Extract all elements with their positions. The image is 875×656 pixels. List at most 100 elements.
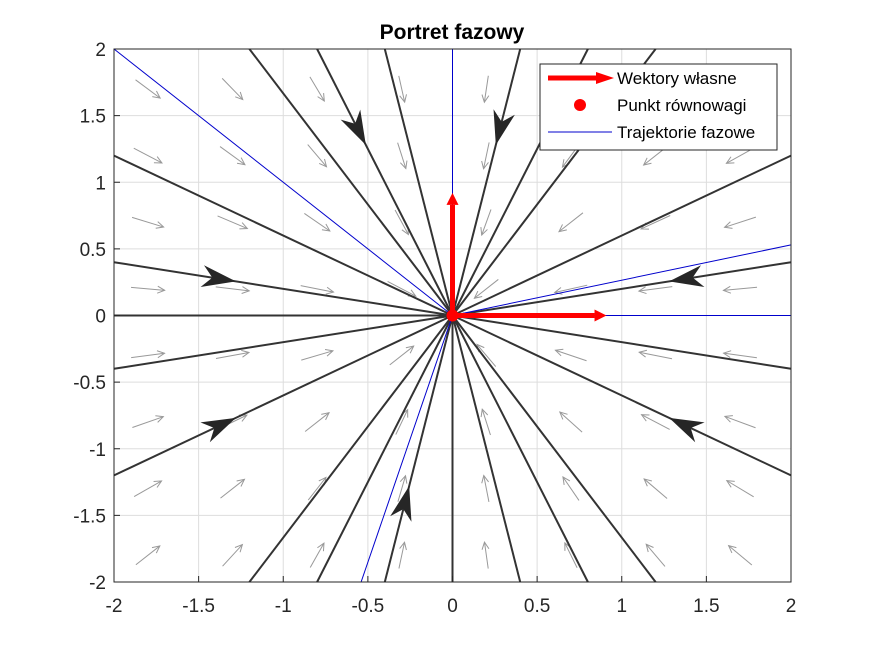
vector-field-arrow-19 xyxy=(301,349,335,361)
legend-label-equilibrium: Punkt równowagi xyxy=(617,96,746,115)
y-tick-label-2: -1 xyxy=(89,440,106,461)
y-tick-label-6: 1 xyxy=(95,173,106,194)
x-tick-label-3: -0.5 xyxy=(352,596,385,617)
vector-field-arrow-16 xyxy=(309,542,325,568)
trajectory-12 xyxy=(452,154,792,317)
eigenvector-0 xyxy=(452,309,607,322)
equilibrium-point-0 xyxy=(446,309,459,322)
y-tick-label-1: -1.5 xyxy=(73,506,106,527)
trajectory-6 xyxy=(383,48,454,316)
vector-field-arrow-24 xyxy=(398,541,407,569)
vector-field-arrow-59 xyxy=(722,350,757,359)
vector-field-arrow-57 xyxy=(725,480,754,498)
trajectory-13 xyxy=(452,314,792,477)
trajectories xyxy=(113,48,792,583)
vector-field-arrow-1 xyxy=(133,480,163,497)
y-tick-label-4: 0 xyxy=(95,307,106,328)
x-tick-label-5: 0.5 xyxy=(524,596,550,617)
vector-field-arrow-58 xyxy=(723,415,756,429)
trajectory-arrowhead-0 xyxy=(200,265,236,287)
vector-field-arrow-15 xyxy=(221,78,244,101)
vector-field-arrow-30 xyxy=(397,142,408,170)
vector-field-arrow-50 xyxy=(640,414,670,430)
legend-label-eigenvectors: Wektory własne xyxy=(617,69,737,88)
y-tick-label-8: 2 xyxy=(95,40,106,61)
trajectory-2 xyxy=(113,154,453,317)
x-tick-label-7: 1.5 xyxy=(693,596,719,617)
vector-field-arrow-14 xyxy=(219,146,246,166)
vector-field-arrow-20 xyxy=(300,285,335,295)
vector-field-arrow-23 xyxy=(309,76,325,103)
x-tick-label-4: 0 xyxy=(447,596,458,617)
trajectory-arrowhead-14 xyxy=(669,265,705,287)
trajectory-arrowhead-7 xyxy=(390,486,412,522)
vector-field-arrow-41 xyxy=(562,476,580,501)
x-tick-label-1: -1.5 xyxy=(182,596,215,617)
trajectory-0 xyxy=(113,261,453,317)
eigenvector-1 xyxy=(446,192,459,316)
vector-field-arrow-25 xyxy=(397,474,408,502)
vector-field-arrow-5 xyxy=(131,216,165,229)
vector-field-arrow-49 xyxy=(643,478,668,499)
vector-field-arrow-32 xyxy=(481,540,490,569)
vector-field-arrow-6 xyxy=(133,147,163,164)
chart-title: Portret fazowy xyxy=(380,21,525,44)
trajectory-18 xyxy=(316,48,454,316)
vector-field-arrow-3 xyxy=(131,350,166,359)
trajectory-arrowhead-18 xyxy=(340,109,366,145)
vector-field-arrow-34 xyxy=(480,408,491,436)
vector-field-arrow-4 xyxy=(130,285,166,294)
trajectory-5 xyxy=(248,314,454,583)
vector-field-arrow-42 xyxy=(558,411,583,433)
trajectory-4 xyxy=(248,48,454,317)
vector-field-arrow-33 xyxy=(481,474,490,502)
trajectory-9 xyxy=(451,315,522,583)
y-tick-label-7: 1.5 xyxy=(80,107,106,128)
vector-field-arrow-27 xyxy=(389,345,415,366)
vector-field-arrow-31 xyxy=(398,75,407,104)
legend-item-trajectories: Trajektorie fazowe xyxy=(548,123,755,142)
legend-item-eigenvectors: Wektory własne xyxy=(548,69,737,88)
vector-field-arrow-8 xyxy=(222,543,244,567)
trajectory-1 xyxy=(113,314,453,370)
highlight-trajectory-0 xyxy=(113,48,453,316)
vector-field-arrow-61 xyxy=(723,216,757,229)
vector-field-arrow-56 xyxy=(727,544,753,566)
vector-field-arrow-36 xyxy=(473,279,499,299)
x-tick-label-0: -2 xyxy=(106,596,123,617)
vector-field-arrow-21 xyxy=(304,213,331,232)
x-tick-label-8: 2 xyxy=(786,596,797,617)
vector-field-arrow-37 xyxy=(480,209,492,237)
vector-field-arrow-45 xyxy=(558,212,584,233)
legend-item-equilibrium: Punkt równowagi xyxy=(574,96,746,115)
highlight-trajectory-1 xyxy=(360,315,453,583)
y-axis-ticks: -2 -1.5 -1 -0.5 0 0.5 1 1.5 2 xyxy=(73,40,120,594)
legend-label-trajectories: Trajektorie fazowe xyxy=(617,123,755,142)
y-tick-label-5: 0.5 xyxy=(80,240,106,261)
trajectory-14 xyxy=(452,261,792,317)
x-axis-ticks: -2 -1.5 -1 -0.5 0 0.5 1 1.5 2 xyxy=(106,576,797,617)
legend-eigenvector-arrowhead xyxy=(596,72,614,84)
vector-field-arrow-18 xyxy=(304,411,330,432)
vector-field-arrow-2 xyxy=(132,415,165,428)
eigenvectors xyxy=(446,192,607,322)
y-tick-label-3: -0.5 xyxy=(73,373,106,394)
vector-field-arrow-38 xyxy=(481,142,490,170)
vector-field-arrow-43 xyxy=(554,348,587,362)
legend: Wektory własne Punkt równowagi Trajektor… xyxy=(539,63,778,151)
trajectory-arrowhead-3 xyxy=(200,417,236,443)
vector-field-arrow-13 xyxy=(217,215,249,230)
trajectory-8 xyxy=(451,48,522,316)
vector-field-arrow-39 xyxy=(481,75,490,104)
vector-field-arrow-44 xyxy=(553,284,588,295)
trajectory-arrowhead-8 xyxy=(493,109,515,145)
vector-field-arrow-52 xyxy=(637,286,673,295)
x-tick-label-6: 1 xyxy=(616,596,627,617)
vector-field-arrow-12 xyxy=(215,286,251,294)
trajectory-arrowhead-13 xyxy=(669,417,705,443)
legend-equilibrium-marker xyxy=(574,99,586,111)
trajectory-21 xyxy=(451,315,589,583)
trajectory-11 xyxy=(451,314,657,583)
vector-field-arrow-0 xyxy=(135,545,161,566)
vector-field-arrow-11 xyxy=(215,349,251,359)
